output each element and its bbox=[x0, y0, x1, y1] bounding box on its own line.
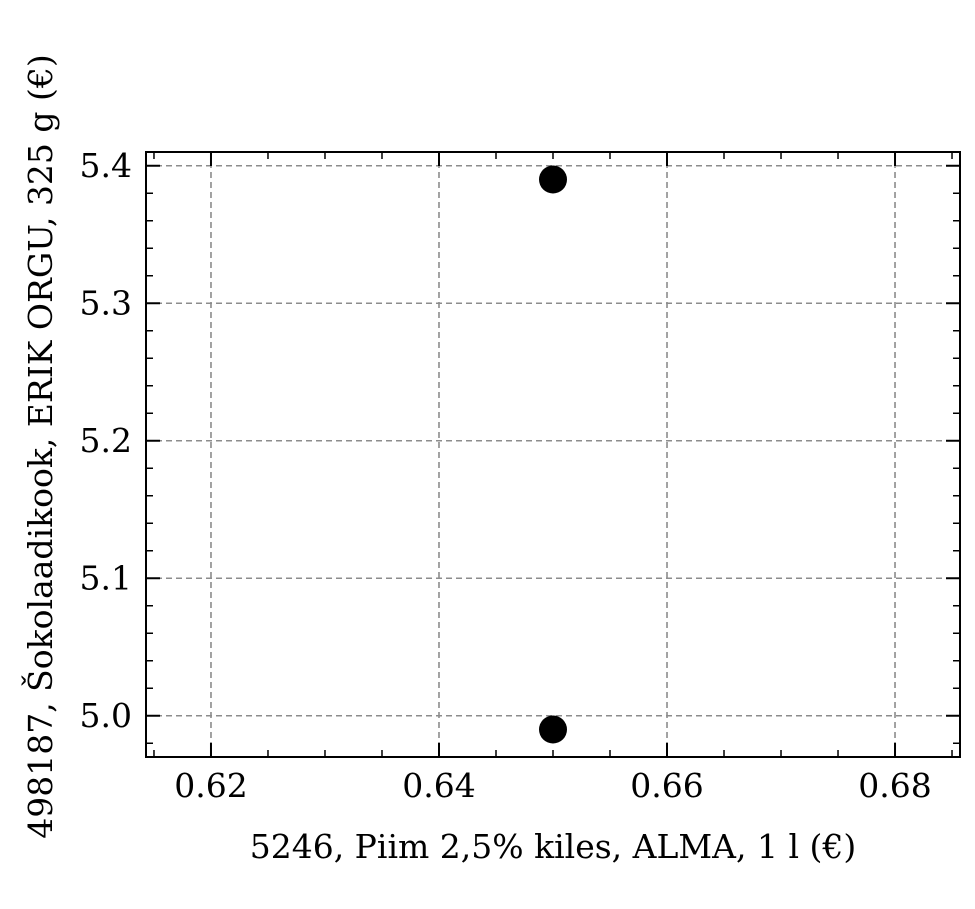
x-tick-label: 0.62 bbox=[174, 766, 247, 805]
y-axis-label: 498187, Šokolaadikook, ERIK ORGU, 325 g … bbox=[20, 54, 60, 839]
x-tick-label: 0.64 bbox=[402, 766, 475, 805]
plot-frame bbox=[145, 151, 961, 758]
y-tick-label: 5.4 bbox=[80, 146, 132, 185]
y-tick-label: 5.2 bbox=[80, 421, 132, 460]
x-axis-label: 5246, Piim 2,5% kiles, ALMA, 1 l (€) bbox=[250, 827, 857, 866]
axis-ticks bbox=[146, 152, 960, 757]
x-tick-label: 0.66 bbox=[630, 766, 703, 805]
y-tick-label: 5.1 bbox=[80, 558, 132, 597]
y-tick-label: 5.0 bbox=[80, 696, 132, 735]
grid-lines bbox=[146, 152, 960, 757]
data-points bbox=[539, 165, 567, 744]
data-point bbox=[539, 165, 567, 194]
x-tick-label: 0.68 bbox=[858, 766, 931, 805]
x-tick-labels: 0.62 0.64 0.66 0.68 bbox=[174, 766, 932, 805]
y-tick-label: 5.3 bbox=[80, 283, 132, 322]
y-tick-labels: 5.0 5.1 5.2 5.3 5.4 bbox=[80, 146, 132, 735]
data-point bbox=[539, 715, 567, 744]
